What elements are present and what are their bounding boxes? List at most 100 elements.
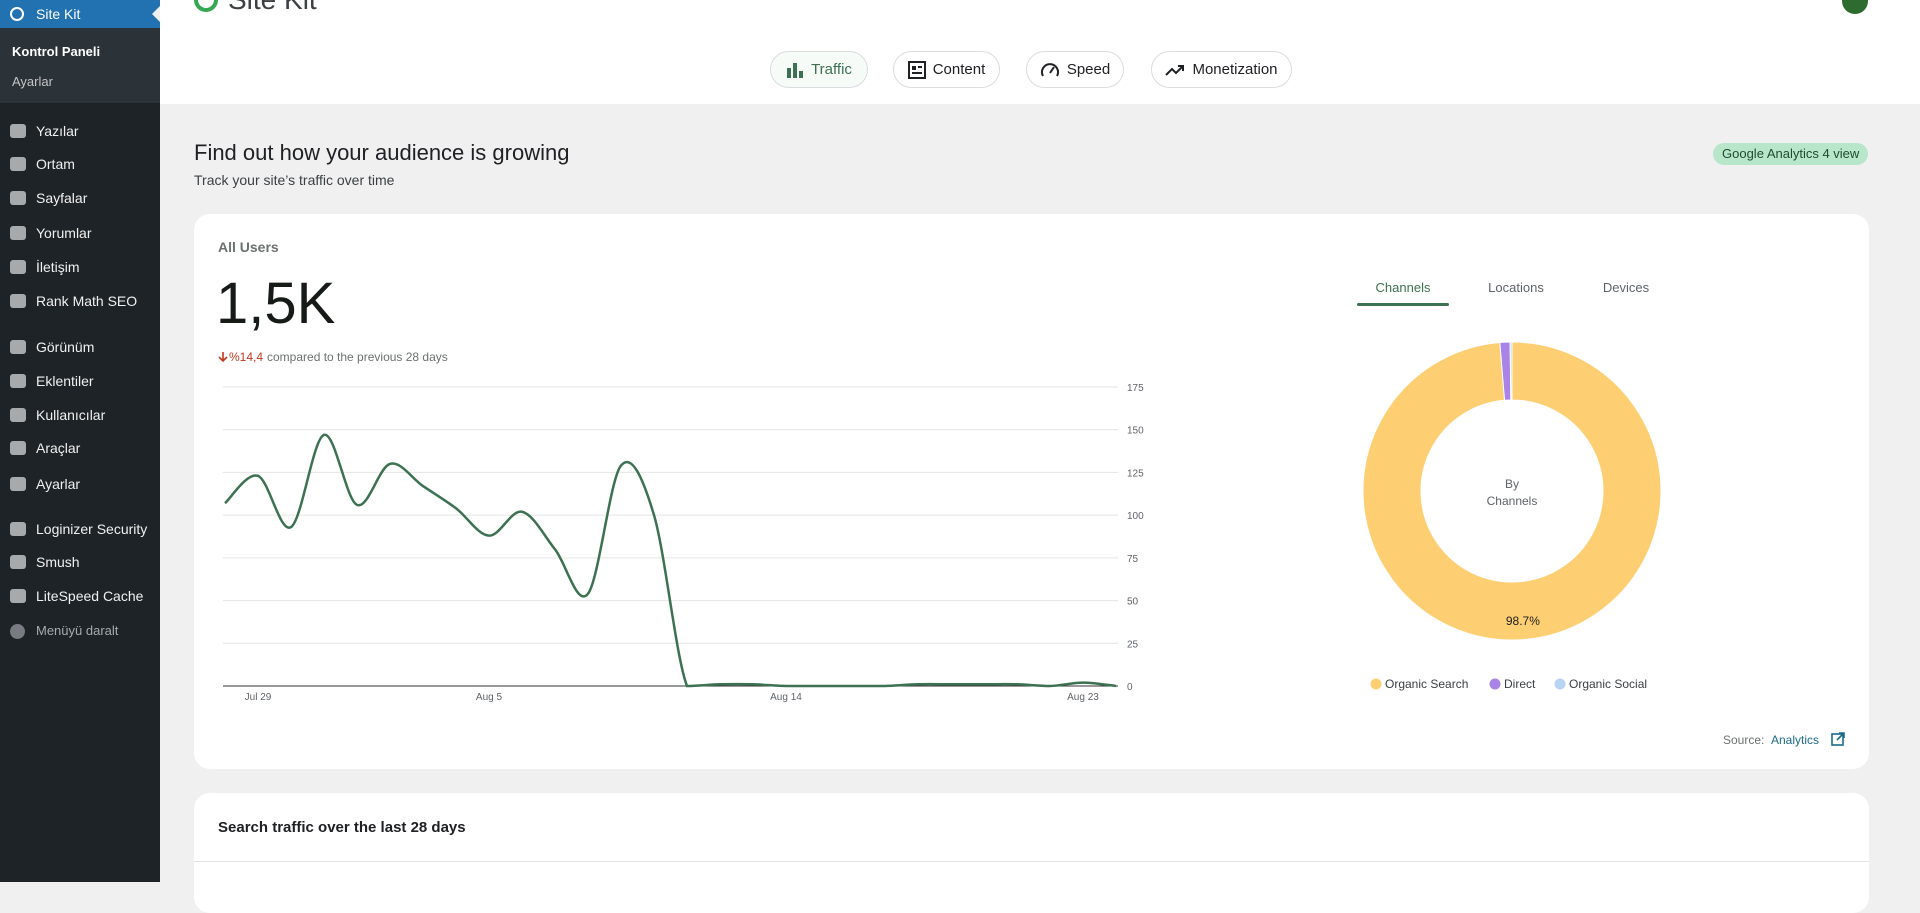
- menu-icon: [10, 589, 26, 603]
- y-tick-label: 25: [1127, 639, 1139, 650]
- menu-item[interactable]: Rank Math SEO: [36, 293, 138, 309]
- tab-label: Speed: [1066, 61, 1111, 78]
- center-label: By: [1505, 477, 1519, 491]
- channels-chart: Channels Locations Devices 98.7% By Channels O…: [1357, 280, 1662, 691]
- brand-icon: [10, 7, 24, 21]
- tab-underline: [1357, 303, 1449, 306]
- source-link[interactable]: Analytics: [1771, 733, 1820, 747]
- menu-icon: [10, 340, 26, 354]
- menu-item[interactable]: Kullanıcılar: [36, 407, 106, 423]
- chart-tab[interactable]: Locations: [1488, 280, 1544, 295]
- menu-icon: [10, 226, 26, 240]
- submenu-item[interactable]: Ayarlar: [12, 74, 53, 89]
- menu-icon: [10, 477, 26, 491]
- x-tick-label: Aug 23: [1067, 692, 1099, 703]
- menu-item[interactable]: Ortam: [36, 156, 75, 172]
- tab-icon: [1040, 62, 1059, 76]
- tab-icon: [907, 60, 926, 79]
- search-card: Search traffic over the last 28 days: [194, 793, 1869, 913]
- menu-item[interactable]: Araçlar: [36, 440, 81, 456]
- x-tick-label: Jul 29: [245, 692, 272, 703]
- tab[interactable]: Monetization: [1151, 51, 1292, 88]
- submenu-item[interactable]: Kontrol Paneli: [12, 44, 101, 59]
- metric-value: 1,5K: [216, 271, 336, 336]
- menu-item[interactable]: Yorumlar: [36, 225, 92, 241]
- section-subtitle: Track your site’s traffic over time: [194, 172, 395, 188]
- legend-label: Organic Social: [1569, 677, 1647, 691]
- tab-label: Monetization: [1192, 61, 1278, 78]
- menu-item[interactable]: İletişim: [36, 259, 80, 275]
- y-tick-label: 50: [1127, 597, 1139, 608]
- x-tick-label: Aug 14: [770, 692, 802, 703]
- legend-dot: [1554, 678, 1566, 690]
- legend-label: Direct: [1504, 677, 1536, 691]
- chart-tab[interactable]: Channels: [1376, 280, 1431, 295]
- line-series: [224, 433, 1117, 688]
- tab[interactable]: Traffic: [770, 51, 868, 88]
- sidebar: Site Kit Kontrol Paneli Ayarlar Yazılar O…: [0, 0, 160, 882]
- menu-item[interactable]: Eklentiler: [36, 373, 94, 389]
- avatar[interactable]: [1842, 0, 1868, 14]
- data-label: 98.7%: [1506, 614, 1540, 628]
- traffic-card: All Users 1,5K %14,4 compared to the pre…: [194, 214, 1869, 769]
- section-title: Find out how your audience is growing: [194, 140, 570, 165]
- divider: [194, 861, 1869, 862]
- y-tick-label: 0: [1127, 682, 1133, 693]
- legend-dot: [1489, 678, 1501, 690]
- menu-item[interactable]: Ayarlar: [36, 476, 81, 492]
- legend-dot: [1370, 678, 1382, 690]
- menu-icon: [10, 157, 26, 171]
- chart-tab[interactable]: Devices: [1603, 280, 1650, 295]
- center-label: Channels: [1487, 494, 1538, 508]
- tab[interactable]: Content: [893, 51, 1000, 88]
- header-title: Site Kit: [228, 0, 317, 16]
- tab-icon: [787, 62, 804, 78]
- y-tick-label: 150: [1127, 426, 1144, 437]
- collapse-icon: [10, 624, 25, 639]
- menu-item[interactable]: LiteSpeed Cache: [36, 588, 144, 604]
- y-tick-label: 125: [1127, 468, 1144, 479]
- y-tick-label: 175: [1127, 383, 1144, 394]
- change-text: compared to the previous 28 days: [267, 350, 448, 364]
- menu-item[interactable]: Smush: [36, 554, 80, 570]
- users-chart: 0 25 50 75 100 125 150 175 Jul 29 Aug 5 Aug 14 Aug …: [223, 383, 1144, 703]
- menu-icon: [10, 441, 26, 455]
- menu-item[interactable]: Sayfalar: [36, 190, 88, 206]
- menu-icon: [10, 294, 26, 308]
- legend-label: Organic Search: [1385, 677, 1468, 691]
- menu-icon: [10, 374, 26, 388]
- menu-item[interactable]: Görünüm: [36, 339, 95, 355]
- donut-segment: [1362, 341, 1662, 641]
- menu-icon: [10, 191, 26, 205]
- brand: Site Kit: [36, 6, 81, 22]
- y-tick-label: 75: [1127, 554, 1139, 565]
- external-icon: [1831, 732, 1845, 746]
- collapse-menu[interactable]: Menüyü daralt: [36, 623, 119, 638]
- submenu: Kontrol Paneli Ayarlar: [0, 28, 160, 103]
- menu-item[interactable]: Yazılar: [36, 123, 79, 139]
- donut-segment: [1509, 341, 1513, 401]
- x-tick-label: Aug 5: [476, 692, 503, 703]
- menu-icon: [10, 555, 26, 569]
- tab[interactable]: Speed: [1026, 51, 1124, 88]
- y-tick-label: 100: [1127, 511, 1144, 522]
- search-card-title: Search traffic over the last 28 days: [218, 819, 466, 836]
- metric-label: All Users: [218, 239, 279, 255]
- tab-label: Traffic: [811, 61, 852, 78]
- tab-icon: [1165, 64, 1185, 76]
- menu-item[interactable]: Loginizer Security: [36, 521, 148, 537]
- top-bar: Site Kit Traffic Content Speed Monetizat…: [160, 0, 1920, 104]
- tab-label: Content: [932, 61, 986, 78]
- menu-icon: [10, 522, 26, 536]
- pointer: [152, 6, 160, 22]
- brand-item[interactable]: Site Kit: [0, 0, 160, 28]
- menu-icon: [10, 124, 26, 138]
- metric-change: %14,4: [229, 350, 264, 364]
- view-badge: Google Analytics 4 view: [1713, 143, 1869, 165]
- logo-icon: [194, 0, 218, 12]
- down-arrow: [218, 352, 228, 363]
- menu-icon: [10, 408, 26, 422]
- menu-icon: [10, 260, 26, 274]
- source-label: Source:: [1723, 733, 1765, 747]
